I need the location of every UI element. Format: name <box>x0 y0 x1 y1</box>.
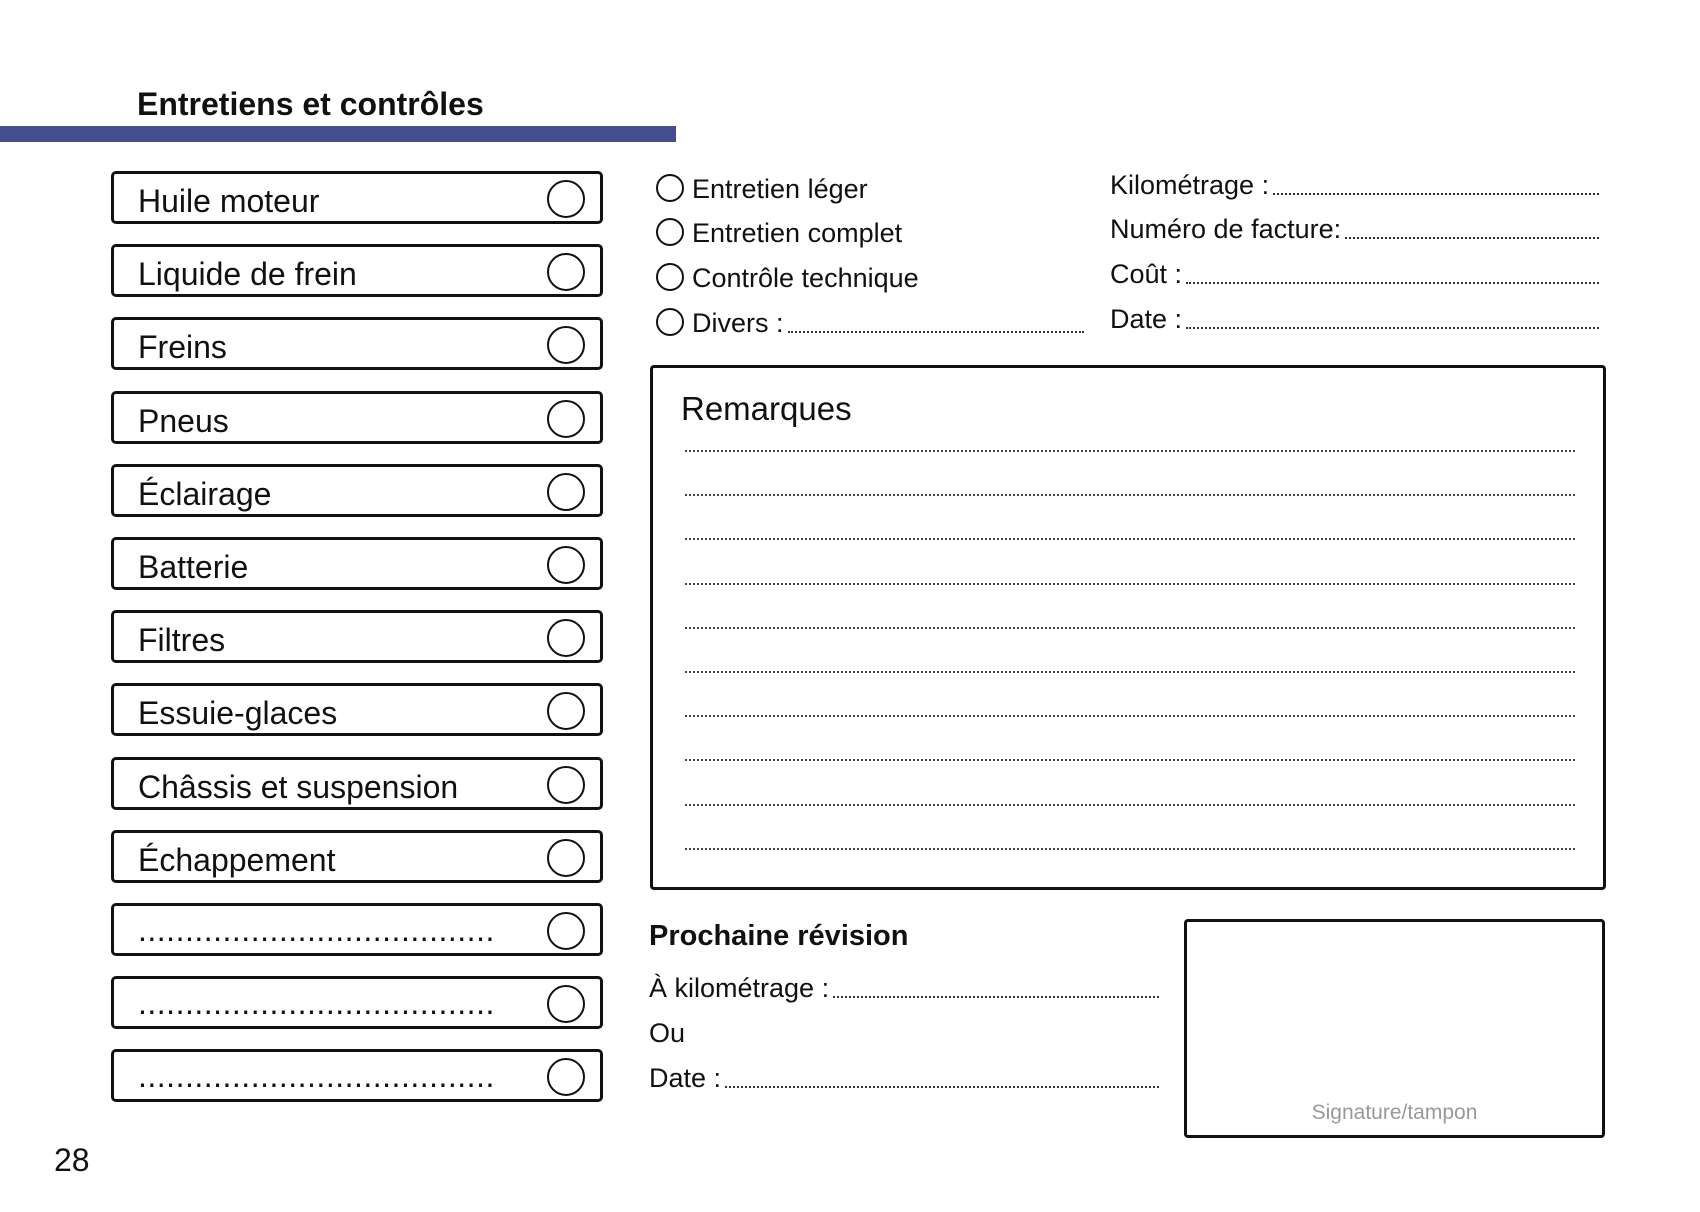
checklist-item[interactable]: Huile moteur <box>111 171 603 224</box>
page-title: Entretiens et contrôles <box>137 86 484 122</box>
checkbox-circle-icon[interactable] <box>547 765 585 804</box>
remarks-box[interactable]: Remarques <box>650 365 1606 890</box>
checkbox-circle-icon[interactable] <box>547 472 585 511</box>
checklist-item-label: Liquide de frein <box>138 256 357 293</box>
remarks-title: Remarques <box>681 390 852 427</box>
service-type-label: Contrôle technique <box>692 263 919 293</box>
checklist-item[interactable]: ...................................... <box>111 976 603 1030</box>
checklist-item-label: Filtres <box>138 622 226 659</box>
checklist-item-label: ...................................... <box>138 1058 495 1095</box>
detail-label: Kilométrage : <box>1110 170 1270 200</box>
checklist-item-label: Huile moteur <box>138 183 320 219</box>
checkbox-circle-icon[interactable] <box>547 1058 585 1097</box>
remarks-line <box>685 626 1575 629</box>
detail-row[interactable]: Coût : <box>1110 259 1599 290</box>
detail-label: Coût : <box>1110 259 1183 289</box>
checklist-item-label: ...................................... <box>138 985 495 1022</box>
detail-label: Date : <box>1110 304 1183 334</box>
checkbox-circle-icon[interactable] <box>547 912 585 950</box>
service-type-option[interactable]: Divers : <box>656 304 1084 339</box>
checkbox-circle-icon[interactable] <box>547 546 585 584</box>
detail-row[interactable]: Kilométrage : <box>1110 170 1599 201</box>
remarks-line <box>685 715 1575 718</box>
checklist-item[interactable]: Liquide de frein <box>111 244 603 298</box>
remarks-line <box>685 847 1575 850</box>
checklist-item-label: Châssis et suspension <box>138 768 459 805</box>
checkbox-circle-icon[interactable] <box>547 326 585 365</box>
checklist-item[interactable]: Échappement <box>111 829 603 883</box>
detail-label: Numéro de facture: <box>1110 214 1342 244</box>
detail-row[interactable]: Date : <box>1110 304 1599 335</box>
service-type-label: Entretien léger <box>692 174 868 204</box>
radio-circle-icon[interactable] <box>656 263 684 291</box>
page-number: 28 <box>54 1142 90 1178</box>
remarks-line <box>685 494 1575 497</box>
checklist-item[interactable]: Freins <box>111 317 603 371</box>
checklist-item-label: ...................................... <box>138 912 495 948</box>
detail-row[interactable]: Numéro de facture: <box>1110 214 1599 245</box>
remarks-line <box>685 450 1575 452</box>
next-service-title: Prochaine révision <box>649 920 909 952</box>
checklist-item[interactable]: Batterie <box>111 537 603 590</box>
next-date-label: Date : <box>649 1063 722 1093</box>
service-type-label: Entretien complet <box>692 218 903 248</box>
remarks-line <box>685 582 1575 585</box>
or-label: Ou <box>649 1018 686 1048</box>
detail-field[interactable] <box>1186 327 1599 329</box>
detail-field[interactable] <box>1186 282 1599 284</box>
checkbox-circle-icon[interactable] <box>547 692 585 731</box>
detail-field[interactable] <box>1345 237 1599 239</box>
next-mileage-label: À kilométrage : <box>649 973 830 1003</box>
radio-circle-icon[interactable] <box>656 174 684 202</box>
next-service-or: Ou <box>649 1018 685 1049</box>
next-mileage-field[interactable] <box>833 996 1159 998</box>
signature-box[interactable]: Signature/tampon <box>1184 919 1605 1138</box>
remarks-line <box>685 671 1575 673</box>
checklist-item-label: Freins <box>138 329 227 366</box>
checklist-item[interactable]: Pneus <box>111 390 603 444</box>
checkbox-circle-icon[interactable] <box>547 985 585 1024</box>
radio-circle-icon[interactable] <box>656 308 684 336</box>
next-service-mileage[interactable]: À kilométrage : <box>649 973 1159 1004</box>
checkbox-circle-icon[interactable] <box>547 619 585 658</box>
checkbox-circle-icon[interactable] <box>547 253 585 292</box>
remarks-line <box>685 759 1575 762</box>
next-service-date[interactable]: Date : <box>649 1063 1159 1094</box>
service-type-option[interactable]: Contrôle technique <box>656 259 919 294</box>
checklist-item-label: Échappement <box>138 841 336 878</box>
checkbox-circle-icon[interactable] <box>547 399 585 438</box>
checklist-item[interactable]: Châssis et suspension <box>111 756 603 810</box>
checklist-item[interactable]: ...................................... <box>111 1049 603 1103</box>
service-type-label: Divers : <box>692 308 784 338</box>
checklist-item-label: Essuie-glaces <box>138 695 338 732</box>
service-type-option[interactable]: Entretien léger <box>656 170 868 205</box>
checklist-item[interactable]: Éclairage <box>111 463 603 517</box>
checkbox-circle-icon[interactable] <box>547 838 585 877</box>
checklist-item[interactable]: Filtres <box>111 610 603 664</box>
remarks-line <box>685 803 1575 806</box>
divers-field[interactable] <box>787 331 1084 333</box>
radio-circle-icon[interactable] <box>656 218 684 246</box>
checklist-item[interactable]: ...................................... <box>111 903 603 956</box>
detail-field[interactable] <box>1273 193 1599 195</box>
checkbox-circle-icon[interactable] <box>547 180 585 218</box>
checklist-item-label: Éclairage <box>138 475 272 512</box>
checklist-item-label: Batterie <box>138 549 249 585</box>
next-date-field[interactable] <box>725 1086 1159 1088</box>
checklist-item[interactable]: Essuie-glaces <box>111 683 603 737</box>
checklist-item-label: Pneus <box>138 402 229 439</box>
signature-label: Signature/tampon <box>1311 1101 1478 1124</box>
remarks-line <box>685 538 1575 541</box>
title-accent-bar <box>0 126 676 142</box>
service-type-option[interactable]: Entretien complet <box>656 214 902 249</box>
